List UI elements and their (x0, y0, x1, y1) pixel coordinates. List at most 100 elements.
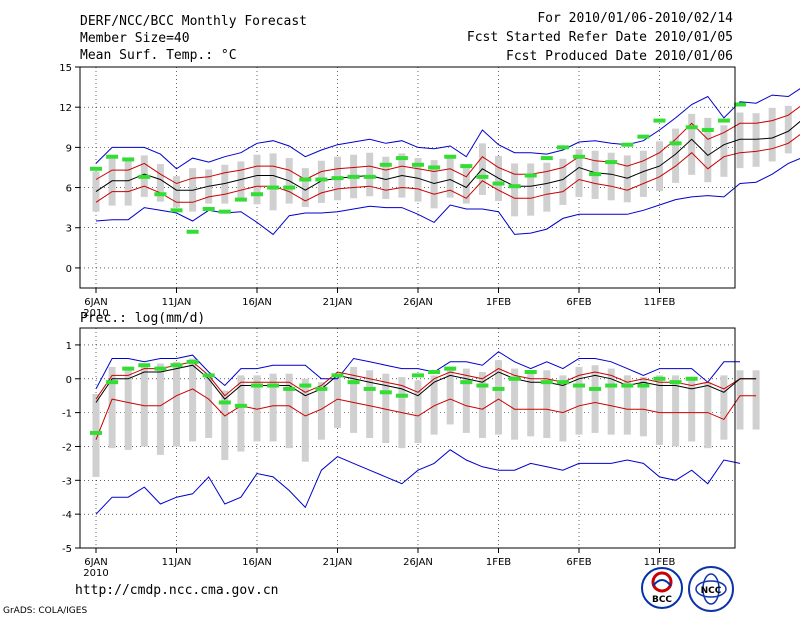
ensemble-range-box (672, 375, 680, 447)
observed-bar (122, 366, 135, 371)
ensemble-range-box (221, 390, 229, 460)
ensemble-range-box (92, 394, 100, 477)
ensemble-range-box (720, 375, 728, 440)
x-tick-label: 26JAN (403, 297, 433, 308)
ensemble-range-box (124, 158, 132, 206)
ncc-logo-text: NCC (701, 586, 722, 596)
x-tick-label: 26JAN (403, 557, 433, 568)
series-line-maximum (95, 351, 740, 390)
x-tick-label: 16JAN (242, 557, 272, 568)
x-tick-label: 16JAN (242, 297, 272, 308)
x-tick-label: 6FEB (566, 557, 591, 568)
observed-bar (170, 363, 183, 368)
plot-frame (79, 327, 736, 549)
variable-label-precip: Prec.: log(mm/d) (80, 311, 205, 326)
ensemble-range-box (736, 112, 744, 169)
observed-bar (267, 185, 280, 190)
observed-bar (234, 197, 247, 202)
ensemble-range-box (237, 161, 245, 201)
observed-bar (122, 157, 135, 162)
series-line-lower-spread (95, 133, 800, 203)
observed-bar (138, 363, 151, 368)
x-tick-label: 11JAN (162, 297, 192, 308)
observed-bar (573, 154, 585, 159)
x-tick-label: 21JAN (323, 557, 353, 568)
observed-bar (669, 380, 682, 385)
ensemble-range-box (462, 166, 470, 204)
observed-bar (283, 185, 296, 190)
ensemble-range-box (575, 149, 583, 197)
observed-bar (315, 386, 328, 391)
ensemble-range-box (205, 373, 213, 438)
observed-bar (395, 156, 408, 161)
observed-bar (637, 134, 650, 139)
observed-bar (412, 373, 424, 378)
ensemble-range-box (414, 380, 422, 444)
observed-bar (90, 166, 102, 171)
observed-bar (605, 383, 618, 388)
ensemble-range-box (269, 153, 277, 211)
ensemble-range-box (527, 163, 535, 216)
observed-bar (331, 176, 344, 181)
ensemble-range-box (301, 378, 309, 462)
x-tick-label: 11FEB (644, 297, 676, 308)
observed-bar (444, 154, 457, 159)
ensemble-range-box (237, 375, 245, 452)
ensemble-range-box (414, 158, 422, 202)
ensemble-range-box (382, 373, 390, 444)
x-tick-label: 11FEB (644, 557, 676, 568)
x-tick-label: 6FEB (566, 297, 591, 308)
ensemble-range-box (430, 160, 438, 209)
series-line-upper-spread (95, 361, 757, 400)
ensemble-range-box (543, 162, 551, 212)
observed-bar (90, 430, 102, 435)
x-tick-label: 6JAN (84, 297, 107, 308)
ensemble-range-box (639, 150, 647, 197)
observed-bar (138, 174, 151, 179)
observed-bar (492, 181, 505, 186)
chart-title: DERF/NCC/BCC Monthly Forecast (80, 14, 307, 29)
observed-bar (589, 172, 602, 177)
ensemble-range-box (768, 107, 776, 162)
ensemble-range-box (559, 375, 567, 442)
ensemble-range-box (623, 155, 631, 203)
ensemble-range-box (269, 373, 277, 442)
series-line-maximum (95, 88, 800, 170)
observed-bar (170, 208, 183, 213)
ensemble-range-box (285, 373, 293, 449)
ensemble-range-box (430, 375, 438, 435)
observed-bar (685, 125, 698, 130)
observed-bar (476, 174, 489, 179)
ensemble-range-box (446, 366, 454, 425)
ensemble-range-box (253, 375, 261, 442)
ensemble-range-box (656, 375, 663, 445)
observed-bar (460, 164, 473, 169)
observed-bar (106, 154, 119, 159)
y-tick-label: 3 (66, 224, 72, 235)
observed-bar (106, 380, 119, 385)
observed-bar (428, 370, 441, 374)
y-tick-label: -1 (62, 409, 72, 420)
x-tick-label: 11JAN (162, 557, 192, 568)
x-tick-label: 21JAN (323, 297, 353, 308)
ensemble-range-box (108, 158, 116, 206)
ensemble-range-box (511, 163, 519, 217)
ensemble-range-box (366, 370, 374, 438)
observed-bar (299, 383, 312, 388)
observed-bar (621, 383, 634, 388)
observed-bar (379, 390, 392, 395)
ensemble-range-box (478, 372, 486, 438)
ensemble-range-box (108, 366, 116, 449)
observed-bar (605, 160, 618, 165)
observed-bar (379, 162, 392, 167)
y-tick-label: 1 (66, 341, 72, 352)
ensemble-range-box (672, 128, 680, 183)
x-tick-label: 6JAN (84, 557, 107, 568)
ensemble-range-box (124, 366, 132, 450)
observed-bar (267, 383, 280, 388)
observed-bar (669, 141, 682, 146)
y-tick-label: 6 (66, 184, 72, 195)
ensemble-range-box (511, 368, 519, 440)
